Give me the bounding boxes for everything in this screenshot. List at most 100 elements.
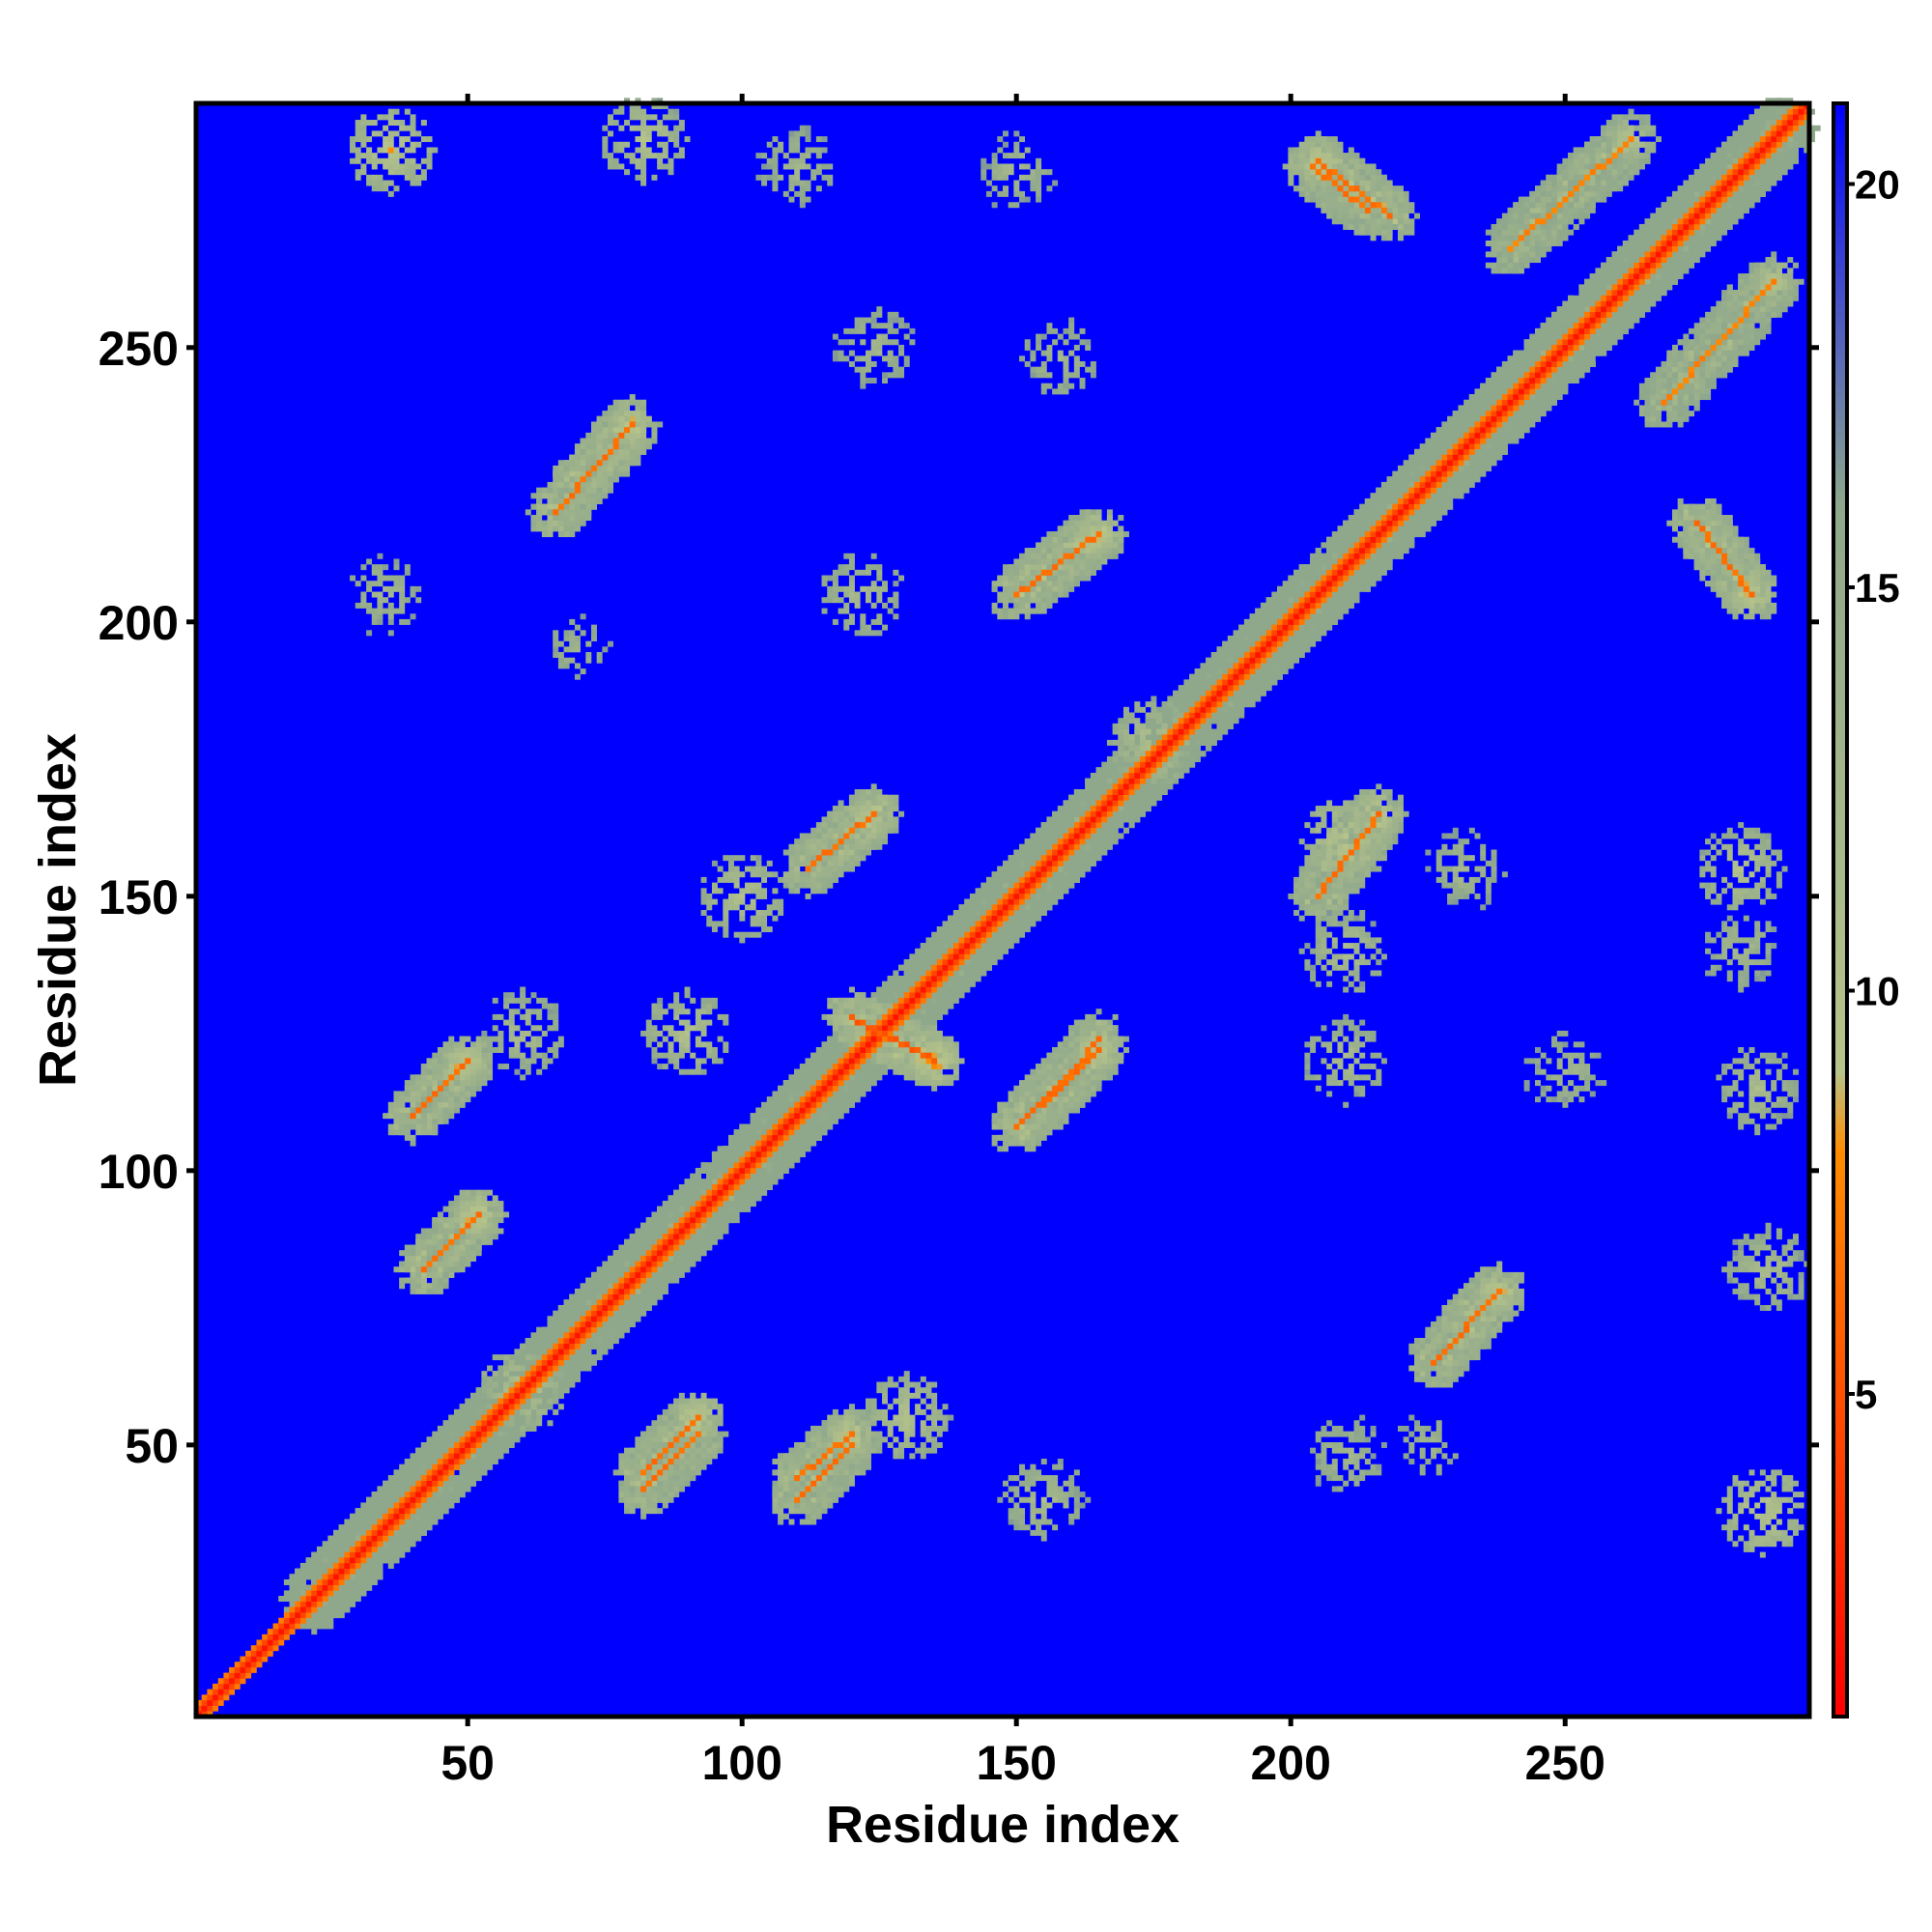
heatmap-cell (393, 1552, 399, 1558)
heatmap-cell (443, 1481, 449, 1487)
heatmap-cell (575, 1305, 581, 1311)
heatmap-cell (421, 1508, 427, 1514)
heatmap-cell (323, 1557, 328, 1563)
heatmap-cell (344, 1596, 350, 1602)
heatmap-cell (284, 1590, 290, 1596)
heatmap-cell (465, 1426, 470, 1432)
heatmap-cell (366, 1579, 372, 1585)
heatmap-cell (295, 1579, 300, 1585)
heatmap-cell (443, 1420, 449, 1426)
heatmap-cell (311, 1629, 317, 1634)
heatmap-cell (635, 1256, 640, 1262)
heatmap-cell (657, 1266, 663, 1272)
heatmap-cell (624, 1316, 630, 1321)
heatmap-cell (602, 1289, 608, 1294)
heatmap-cell (591, 1272, 597, 1278)
heatmap-cell (344, 1547, 350, 1552)
heatmap-cell (339, 1536, 345, 1542)
heatmap-cell (618, 1327, 624, 1333)
heatmap-cell (377, 1497, 383, 1503)
heatmap-cell (613, 1338, 619, 1344)
heatmap-cell (481, 1453, 487, 1459)
heatmap-cell (640, 1250, 646, 1256)
heatmap-cell (635, 1311, 640, 1317)
heatmap-cell (317, 1574, 323, 1579)
heatmap-cell (465, 1409, 470, 1415)
heatmap-cell (509, 1442, 515, 1448)
heatmap-cell (569, 1360, 575, 1366)
heatmap-cell (673, 1256, 679, 1262)
heatmap-cell (630, 1250, 636, 1256)
heatmap-cell (383, 1557, 388, 1563)
heatmap-cell (530, 1344, 536, 1350)
heatmap-cell (405, 1524, 411, 1530)
heatmap-cell (438, 1436, 443, 1442)
heatmap-cell (350, 1514, 355, 1520)
heatmap-cell (470, 1481, 476, 1487)
heatmap-cell (673, 1250, 679, 1256)
heatmap-cell (657, 1223, 663, 1229)
heatmap-cell (333, 1541, 339, 1547)
heatmap-cell (602, 1283, 608, 1289)
heatmap-cell (564, 1365, 570, 1371)
heatmap-cell (448, 1492, 454, 1497)
heatmap-cell (448, 1475, 454, 1481)
heatmap-cell (411, 1475, 416, 1481)
heatmap-cell (432, 1432, 438, 1437)
heatmap-cell (317, 1612, 323, 1618)
heatmap-cell (663, 1207, 668, 1212)
heatmap-cell (278, 1596, 284, 1602)
heatmap-cell (651, 1299, 657, 1305)
heatmap-cell (608, 1327, 613, 1333)
heatmap-cell (497, 1426, 503, 1432)
heatmap-cell (558, 1332, 564, 1338)
heatmap-cell (581, 1344, 586, 1350)
heatmap-cell (481, 1464, 487, 1470)
heatmap-cell (327, 1547, 333, 1552)
heatmap-cell (438, 1497, 443, 1503)
heatmap-cell (624, 1299, 630, 1305)
heatmap-cell (608, 1321, 613, 1327)
heatmap-cell (657, 1283, 663, 1289)
heatmap-cell (526, 1360, 531, 1366)
heatmap-cell (558, 1377, 564, 1382)
heatmap-cell (300, 1574, 306, 1579)
heatmap-cell (646, 1294, 652, 1300)
heatmap-cell (470, 1469, 476, 1475)
heatmap-cell (460, 1492, 466, 1497)
heatmap-cell (443, 1436, 449, 1442)
heatmap-cell (399, 1530, 405, 1536)
heatmap-cell (295, 1590, 300, 1596)
heatmap-cell (415, 1508, 421, 1514)
heatmap-cell (520, 1371, 526, 1377)
heatmap-cell (350, 1579, 355, 1585)
heatmap-cell (448, 1432, 454, 1437)
heatmap-cell (443, 1432, 449, 1437)
heatmap-cell (618, 1262, 624, 1267)
heatmap-cell (581, 1299, 586, 1305)
heatmap-cell (355, 1579, 361, 1585)
heatmap-cell (542, 1338, 548, 1344)
heatmap-cell (640, 1289, 646, 1294)
heatmap-cell (311, 1579, 317, 1585)
heatmap-cell (383, 1541, 388, 1547)
heatmap-cell (624, 1327, 630, 1333)
heatmap-cell (602, 1327, 608, 1333)
heatmap-cell (366, 1585, 372, 1591)
heatmap-cell (344, 1590, 350, 1596)
heatmap-cell (465, 1469, 470, 1475)
heatmap-cell (673, 1272, 679, 1278)
heatmap-cell (553, 1377, 558, 1382)
heatmap-cell (377, 1569, 383, 1575)
heatmap-cell (470, 1393, 476, 1399)
heatmap-cell (333, 1552, 339, 1558)
heatmap-cell (306, 1574, 312, 1579)
heatmap-cell (526, 1404, 531, 1409)
heatmap-cell (569, 1354, 575, 1360)
heatmap-cell (585, 1344, 591, 1350)
heatmap-cell (421, 1453, 427, 1459)
heatmap-cell (663, 1262, 668, 1267)
heatmap-cell (344, 1579, 350, 1585)
heatmap-cell (696, 1250, 701, 1256)
heatmap-cell (465, 1464, 470, 1470)
